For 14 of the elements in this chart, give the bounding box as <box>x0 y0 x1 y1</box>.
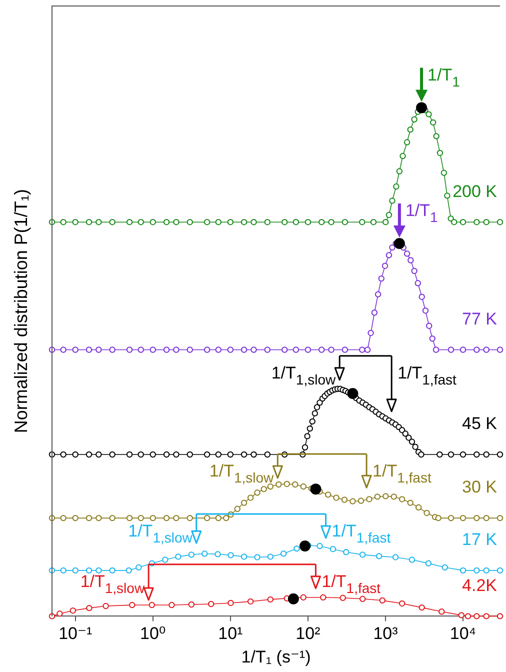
x-tick-label: 10² <box>296 624 321 644</box>
x-tick-label: 10⁰ <box>140 624 166 644</box>
x-axis-title: 1/T₁ (s⁻¹) <box>241 647 311 666</box>
x-tick-label: 10¹ <box>218 624 244 644</box>
series-label: 77 K <box>462 309 498 328</box>
series-label: 45 K <box>462 414 498 434</box>
series-label: 17 K <box>462 530 498 550</box>
x-tick-label: 10⁻¹ <box>58 624 92 644</box>
series-label: 4.2K <box>462 576 498 595</box>
y-axis-title: Normalized distribution P(1/T₁) <box>10 189 31 434</box>
x-tick-label: 10⁴ <box>450 624 476 644</box>
series-label: 30 K <box>462 478 498 497</box>
x-tick-label: 10³ <box>373 624 398 644</box>
series-label: 200 K <box>452 182 498 201</box>
